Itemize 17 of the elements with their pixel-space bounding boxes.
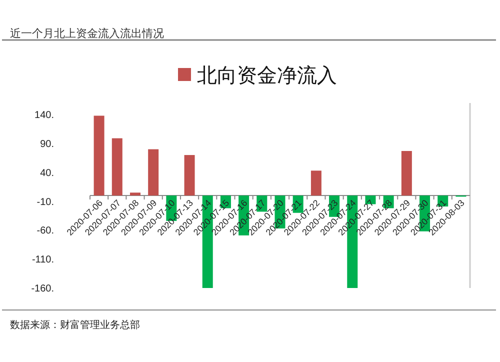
bar [130,192,140,196]
y-tick-label: -110. [32,254,54,266]
y-tick-label: -160. [31,284,54,294]
bar [310,170,322,196]
y-tick-label: -60. [36,226,54,237]
bar [112,138,122,196]
bar [401,150,412,196]
y-tick-label: 140. [34,110,54,122]
bar [184,155,195,196]
chart-title: 近一个月北上资金流入流出情况 [10,27,164,40]
bar [148,149,159,196]
legend-label: 北向资金净流入 [197,65,337,87]
y-tick-label: 90. [40,138,54,150]
source-note: 数据来源：财富管理业务总部 [10,319,140,331]
bar [94,116,104,196]
y-tick-label: 40. [40,168,54,179]
y-tick-label: -10. [36,196,54,208]
